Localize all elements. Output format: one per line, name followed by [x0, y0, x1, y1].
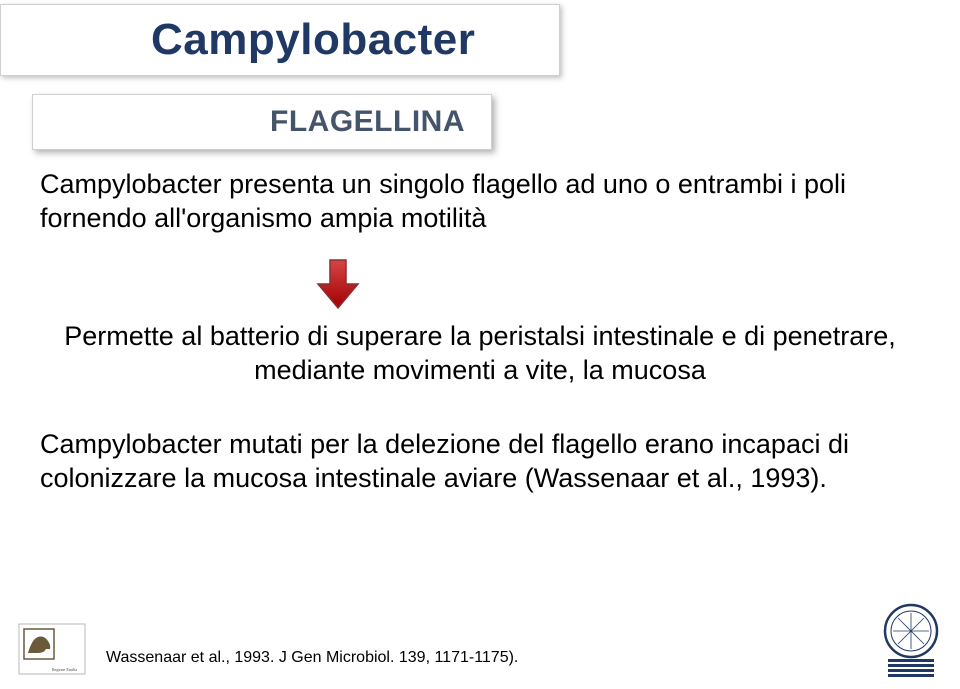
title-box: Campylobacter: [0, 4, 560, 76]
logo-left-icon: Regione Emilia: [18, 623, 86, 675]
body-region-2: Permette al batterio di superare la peri…: [40, 320, 920, 388]
body-region-1: Campylobacter presenta un singolo flagel…: [40, 168, 920, 248]
slide-subtitle: FLAGELLINA: [270, 105, 465, 139]
slide-title: Campylobacter: [151, 15, 475, 65]
body-region-3: Campylobacter mutati per la delezione de…: [40, 428, 920, 496]
paragraph-3: Campylobacter mutati per la delezione de…: [40, 428, 920, 496]
paragraph-1: Campylobacter presenta un singolo flagel…: [40, 168, 920, 236]
subtitle-box: FLAGELLINA: [32, 94, 492, 150]
down-arrow-icon: [316, 258, 364, 314]
paragraph-2: Permette al batterio di superare la peri…: [40, 320, 920, 388]
citation-text: Wassenaar et al., 1993. J Gen Microbiol.…: [106, 649, 518, 667]
seal-right-icon: [878, 603, 944, 679]
slide: Campylobacter FLAGELLINA Campylobacter p…: [0, 0, 960, 689]
svg-text:Regione Emilia: Regione Emilia: [52, 667, 77, 672]
